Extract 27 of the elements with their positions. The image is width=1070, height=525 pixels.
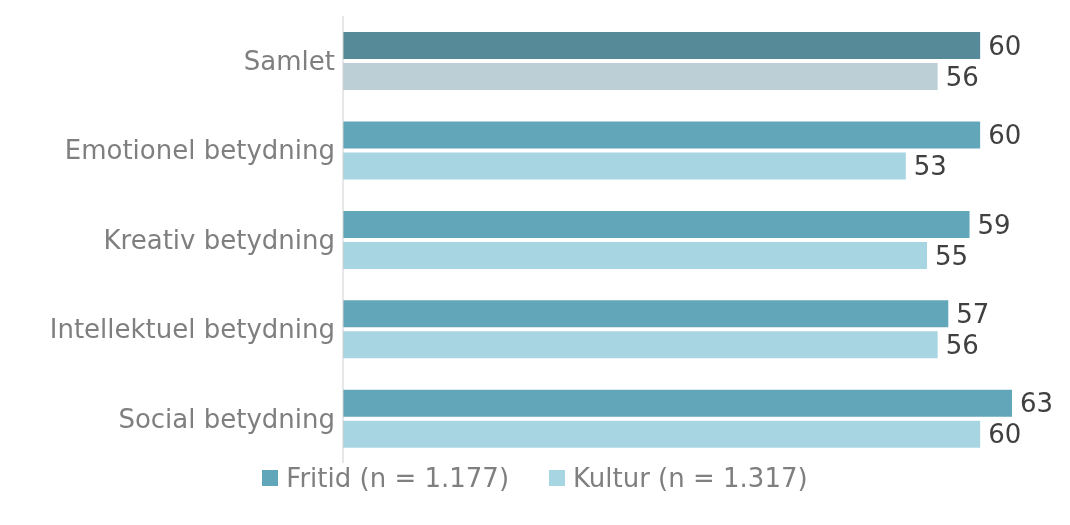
data-label: 53: [913, 151, 947, 182]
data-label: 55: [935, 240, 969, 271]
bar: [343, 63, 938, 91]
bar: [343, 300, 949, 328]
bar: [343, 241, 928, 269]
data-label: 56: [945, 330, 979, 361]
bar: [343, 210, 970, 238]
y-tick-label: Emotionel betydning: [64, 135, 335, 166]
bar: [343, 152, 906, 180]
y-tick-label: Kreativ betydning: [103, 224, 335, 255]
data-label: 63: [1020, 388, 1054, 419]
data-label: 60: [988, 419, 1022, 450]
data-label: 59: [977, 209, 1011, 240]
bar: [343, 32, 981, 60]
legend-label: Fritid (n = 1.177): [286, 463, 510, 493]
legend-label: Kultur (n = 1.317): [573, 463, 808, 493]
data-label: 57: [956, 299, 990, 330]
data-label: 60: [988, 120, 1022, 151]
y-tick-label: Samlet: [243, 45, 335, 76]
y-tick-label: Intellektuel betydning: [49, 314, 335, 345]
bar: [343, 389, 1012, 417]
bar: [343, 420, 981, 448]
bar: [343, 331, 938, 359]
data-label: 60: [988, 30, 1022, 61]
data-label: 56: [945, 61, 979, 92]
bar: [343, 121, 981, 149]
y-tick-label: Social betydning: [118, 403, 335, 434]
